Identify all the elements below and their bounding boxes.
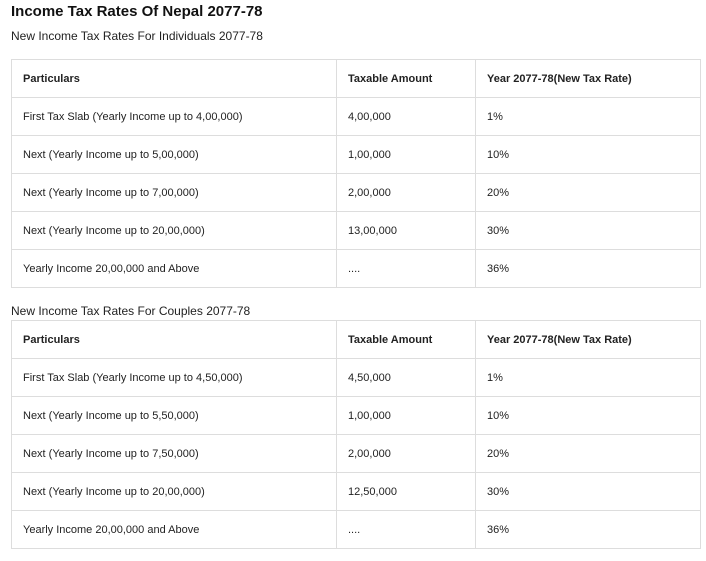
particulars-cell: First Tax Slab (Yearly Income up to 4,00… <box>11 97 337 136</box>
tax-rate-cell: 1% <box>475 358 701 397</box>
table-row: Next (Yearly Income up to 7,00,000) 2,00… <box>11 173 701 212</box>
table-row: Next (Yearly Income up to 20,00,000) 12,… <box>11 472 701 511</box>
tax-rate-cell: 36% <box>475 510 701 549</box>
table-row: Next (Yearly Income up to 5,50,000) 1,00… <box>11 396 701 435</box>
column-header-tax-rate: Year 2077-78(New Tax Rate) <box>475 320 701 359</box>
particulars-cell: Next (Yearly Income up to 7,50,000) <box>11 434 337 473</box>
taxable-amount-cell: .... <box>336 249 476 288</box>
taxable-amount-cell: 12,50,000 <box>336 472 476 511</box>
column-header-taxable-amount: Taxable Amount <box>336 59 476 98</box>
tax-rate-cell: 10% <box>475 396 701 435</box>
taxable-amount-cell: 1,00,000 <box>336 135 476 174</box>
tax-rate-cell: 30% <box>475 472 701 511</box>
tax-rate-cell: 1% <box>475 97 701 136</box>
table-header-row: Particulars Taxable Amount Year 2077-78(… <box>11 59 701 98</box>
individuals-tax-table: Particulars Taxable Amount Year 2077-78(… <box>11 59 701 288</box>
column-header-particulars: Particulars <box>11 59 337 98</box>
table-row: Next (Yearly Income up to 5,00,000) 1,00… <box>11 135 701 174</box>
table-row: Yearly Income 20,00,000 and Above .... 3… <box>11 249 701 288</box>
page-title: Income Tax Rates Of Nepal 2077-78 <box>11 3 263 20</box>
particulars-cell: Yearly Income 20,00,000 and Above <box>11 510 337 549</box>
particulars-cell: Next (Yearly Income up to 5,50,000) <box>11 396 337 435</box>
table-header-row: Particulars Taxable Amount Year 2077-78(… <box>11 320 701 359</box>
individuals-heading: New Income Tax Rates For Individuals 207… <box>11 29 263 43</box>
tax-rate-cell: 20% <box>475 434 701 473</box>
table-row: Yearly Income 20,00,000 and Above .... 3… <box>11 510 701 549</box>
tax-rate-cell: 10% <box>475 135 701 174</box>
taxable-amount-cell: 4,50,000 <box>336 358 476 397</box>
particulars-cell: Next (Yearly Income up to 5,00,000) <box>11 135 337 174</box>
table-row: Next (Yearly Income up to 20,00,000) 13,… <box>11 211 701 250</box>
couples-heading: New Income Tax Rates For Couples 2077-78 <box>11 304 251 318</box>
particulars-cell: Yearly Income 20,00,000 and Above <box>11 249 337 288</box>
column-header-tax-rate: Year 2077-78(New Tax Rate) <box>475 59 701 98</box>
taxable-amount-cell: 13,00,000 <box>336 211 476 250</box>
particulars-cell: Next (Yearly Income up to 7,00,000) <box>11 173 337 212</box>
particulars-cell: Next (Yearly Income up to 20,00,000) <box>11 472 337 511</box>
couples-tax-table: Particulars Taxable Amount Year 2077-78(… <box>11 320 701 549</box>
tax-rate-cell: 20% <box>475 173 701 212</box>
particulars-cell: Next (Yearly Income up to 20,00,000) <box>11 211 337 250</box>
tax-rate-cell: 36% <box>475 249 701 288</box>
taxable-amount-cell: 4,00,000 <box>336 97 476 136</box>
taxable-amount-cell: 1,00,000 <box>336 396 476 435</box>
column-header-taxable-amount: Taxable Amount <box>336 320 476 359</box>
table-row: First Tax Slab (Yearly Income up to 4,50… <box>11 358 701 397</box>
tax-rate-cell: 30% <box>475 211 701 250</box>
table-row: First Tax Slab (Yearly Income up to 4,00… <box>11 97 701 136</box>
taxable-amount-cell: .... <box>336 510 476 549</box>
column-header-particulars: Particulars <box>11 320 337 359</box>
particulars-cell: First Tax Slab (Yearly Income up to 4,50… <box>11 358 337 397</box>
table-row: Next (Yearly Income up to 7,50,000) 2,00… <box>11 434 701 473</box>
taxable-amount-cell: 2,00,000 <box>336 173 476 212</box>
taxable-amount-cell: 2,00,000 <box>336 434 476 473</box>
